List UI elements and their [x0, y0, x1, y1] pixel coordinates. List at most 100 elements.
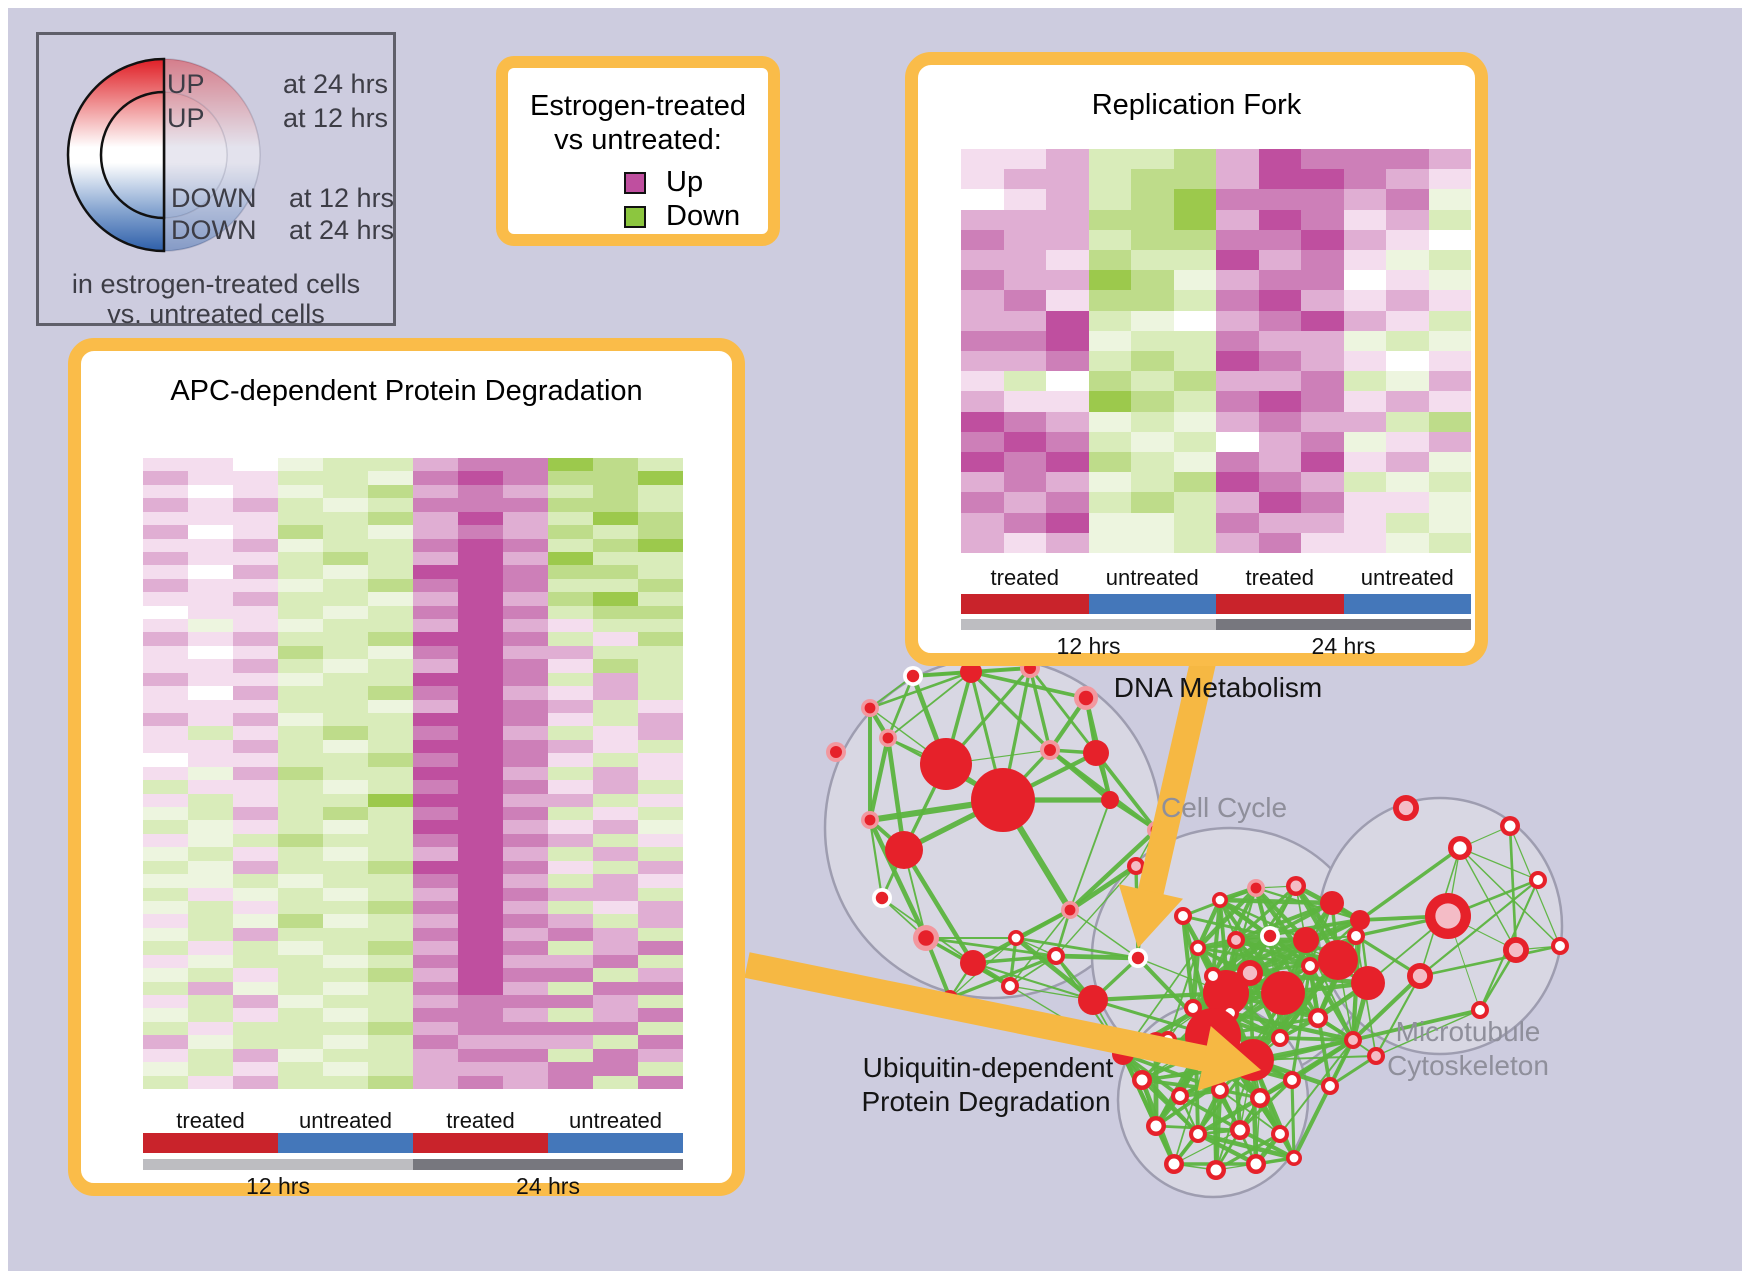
- heatmap-cell: [413, 833, 458, 848]
- heatmap-cell: [143, 927, 188, 942]
- network-edge: [1268, 934, 1312, 968]
- network-edge: [1235, 939, 1281, 1039]
- heatmap-cell: [413, 860, 458, 875]
- network-edge: [1155, 1035, 1214, 1043]
- network-edge: [1355, 935, 1377, 1057]
- heatmap-cell: [593, 941, 638, 955]
- heatmap-cell: [233, 806, 278, 821]
- time-label-24hrs: 24 hrs: [516, 1173, 580, 1199]
- network-edge: [1252, 1057, 1331, 1089]
- gene-node-dw: [1228, 1060, 1244, 1076]
- heatmap-cell: [1088, 149, 1131, 170]
- heatmap-cell: [1428, 249, 1471, 271]
- heatmap-cell: [503, 847, 548, 861]
- network-edge: [1419, 879, 1539, 977]
- network-edge: [1192, 1006, 1281, 1040]
- heatmap-cell: [548, 619, 593, 633]
- network-edge: [1279, 1039, 1354, 1135]
- group-label-untreated-1: untreated: [1105, 565, 1199, 590]
- network-edge: [1268, 935, 1320, 1019]
- network-edge: [1141, 1078, 1221, 1092]
- heatmap-cell: [593, 565, 638, 579]
- heatmap-cell: [413, 471, 458, 485]
- heatmap-cell: [413, 941, 458, 955]
- heatmap-cell: [503, 659, 548, 673]
- heatmap-cell: [638, 753, 683, 767]
- heatmap-cell: [458, 605, 503, 620]
- heatmap-cell: [1088, 270, 1131, 291]
- heatmap-cell: [1428, 411, 1471, 432]
- heatmap-cell: [233, 511, 278, 526]
- network-edge: [1137, 829, 1157, 959]
- gene-node-pr: [1040, 740, 1060, 760]
- heatmap-cell: [1046, 330, 1089, 351]
- heatmap-cell: [278, 780, 323, 794]
- down-label: Down: [666, 200, 741, 232]
- heatmap-cell: [413, 1008, 458, 1022]
- network-edge: [1459, 825, 1511, 849]
- heatmap-cell: [638, 793, 683, 807]
- untreated-bar: [1088, 594, 1216, 614]
- heatmap-cell: [1173, 451, 1216, 473]
- heatmap-cell: [458, 699, 503, 714]
- heatmap-cell: [548, 806, 593, 821]
- network-edge: [1251, 965, 1312, 1061]
- callout-arrow-head: [1118, 884, 1184, 948]
- network-edge: [945, 749, 1051, 765]
- network-edge: [887, 736, 1004, 802]
- apc-heatmap: [143, 458, 683, 1089]
- heatmap-cell: [1131, 492, 1174, 513]
- heatmap-cell: [323, 927, 368, 942]
- heatmap-cell: [1216, 209, 1259, 230]
- network-edge: [1122, 947, 1199, 1055]
- heatmap-cell: [188, 820, 233, 834]
- heatmap-cell: [368, 484, 413, 499]
- network-edge: [1419, 944, 1561, 978]
- heatmap-cell: [503, 900, 548, 915]
- heatmap-cell: [278, 981, 323, 995]
- gene-node-pr: [1250, 882, 1262, 894]
- network-edge: [1068, 863, 1138, 913]
- inner-right-half: [164, 92, 227, 218]
- gene-node-dp: [1435, 903, 1461, 929]
- gene-node-wr: [906, 669, 920, 683]
- heatmap-cell: [1046, 371, 1089, 392]
- network-edge: [1229, 1012, 1254, 1061]
- heatmap-cell: [143, 699, 188, 714]
- heatmap-cell: [503, 981, 548, 995]
- heatmap-cell: [638, 820, 683, 834]
- heatmap-cell: [188, 981, 233, 995]
- heatmap-cell: [1216, 532, 1259, 553]
- heatmap-cell: [548, 820, 593, 834]
- gene-node-dw: [1453, 841, 1467, 855]
- heatmap-cell: [548, 981, 593, 995]
- heatmap-cell: [1343, 330, 1386, 351]
- heatmap-cell: [368, 659, 413, 673]
- network-edge: [1235, 965, 1311, 1069]
- gene-node-dw: [1132, 1070, 1152, 1090]
- heatmap-cell: [1173, 492, 1216, 513]
- network-edge: [1136, 956, 1215, 1038]
- heatmap-cell: [1258, 350, 1301, 372]
- heatmap-cell: [278, 699, 323, 714]
- network-edge: [1281, 991, 1320, 1020]
- heatmap-cell: [1428, 310, 1471, 331]
- heatmap-cell: [1386, 189, 1429, 210]
- replication-fork-title: Replication Fork: [1091, 89, 1302, 121]
- gene-node-dw: [1551, 937, 1569, 955]
- network-edge: [1139, 1079, 1177, 1165]
- heatmap-cell: [1003, 431, 1046, 452]
- heatmap-cell: [323, 874, 368, 888]
- heatmap-cell: [503, 565, 548, 579]
- heatmap-cell: [1088, 310, 1131, 331]
- heatmap-cell: [503, 632, 548, 646]
- heatmap-cell: [1003, 270, 1046, 291]
- heatmap-cell: [961, 209, 1004, 230]
- heatmap-cell: [593, 1062, 638, 1076]
- heatmap-cell: [368, 686, 413, 700]
- gene-node-s: [920, 738, 972, 790]
- heatmap-cell: [458, 1021, 503, 1036]
- network-edge: [887, 671, 972, 739]
- network-edge: [1350, 982, 1371, 1041]
- heatmap-cell: [503, 726, 548, 740]
